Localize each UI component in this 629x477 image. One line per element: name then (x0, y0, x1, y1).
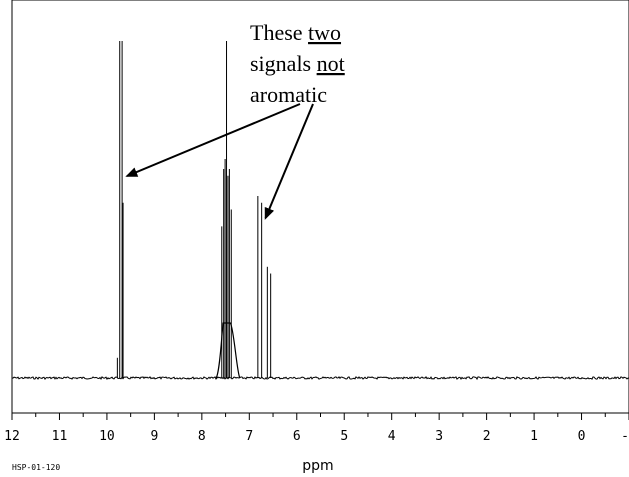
x-tick-label: 9 (150, 429, 158, 444)
x-tick-label: -1 (621, 429, 629, 444)
baseline-trace (11, 376, 629, 381)
x-tick-label: 5 (340, 429, 348, 444)
x-tick-label: 4 (388, 429, 396, 444)
x-tick-label: 7 (245, 429, 253, 444)
annotation-line: aromatic (250, 82, 327, 107)
x-tick-label: 8 (198, 429, 206, 444)
annotation-line: These two (250, 20, 341, 45)
x-tick-label: 10 (99, 429, 115, 444)
x-tick-label: 12 (4, 429, 20, 444)
x-tick-label: 6 (293, 429, 301, 444)
x-tick-label: 1 (530, 429, 538, 444)
x-tick-label: 0 (578, 429, 586, 444)
annotation-arrow (125, 103, 301, 177)
sample-id-label: HSP-01-120 (12, 463, 60, 472)
annotation-arrow (264, 103, 314, 220)
x-tick-label: 11 (52, 429, 68, 444)
x-tick-label: 3 (435, 429, 443, 444)
x-tick-label: 2 (483, 429, 491, 444)
annotation-line: signals not (250, 51, 345, 76)
x-axis-label: ppm (302, 458, 333, 474)
annotation: These two signals not aromatic (125, 20, 345, 220)
spectrum-trace (11, 41, 629, 381)
